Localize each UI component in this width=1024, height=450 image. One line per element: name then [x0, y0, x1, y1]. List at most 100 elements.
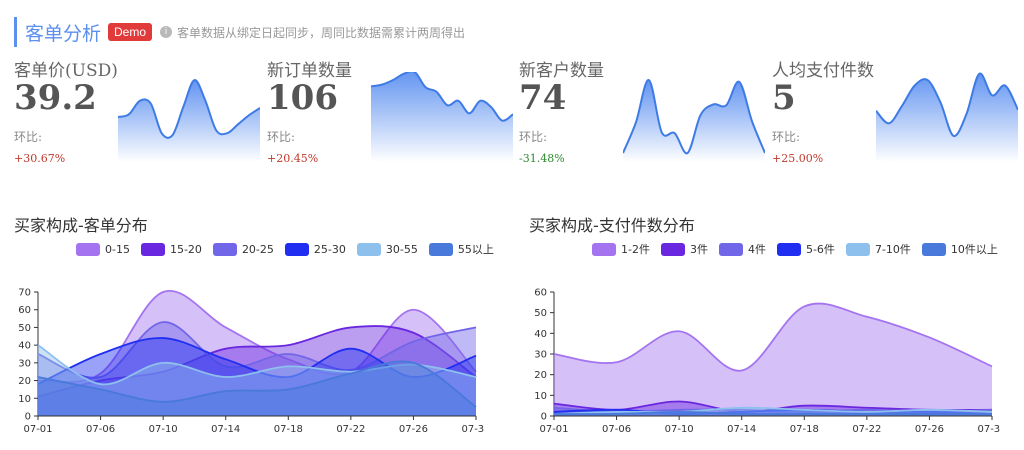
section-header: 客单分析 Demo i 客单数据从绑定日起同步，周同比数据需累计两周得出 [14, 17, 465, 47]
chart-title-items-distribution: 买家构成-支付件数分布 [529, 216, 695, 235]
legend-swatch [284, 242, 309, 256]
y-tick-label: 50 [534, 308, 547, 319]
y-tick-label: 40 [534, 329, 547, 340]
sparkline-avg-order [118, 79, 260, 162]
sparkline-line [876, 72, 1018, 137]
legend-item[interactable]: 5-6件 [776, 241, 835, 257]
y-tick-label: 60 [18, 305, 31, 316]
legend-item[interactable]: 4件 [718, 241, 766, 257]
legend-item[interactable]: 55以上 [428, 241, 494, 257]
x-tick-label: 07-22 [852, 424, 881, 435]
kpi-value: 5 [772, 78, 796, 118]
legend-label: 0-15 [105, 242, 130, 256]
chart-legend-items-distribution: 1-2件 3件 4件 5-6件 7-10件 10件以上 [592, 241, 1009, 257]
series-line [553, 406, 993, 415]
sparkline-new-orders [371, 72, 513, 162]
sparkline-items-per-buyer [876, 72, 1018, 162]
series-area [38, 361, 476, 416]
series-line [37, 289, 477, 384]
x-tick-label: 07-30 [977, 424, 1000, 435]
y-tick-label: 60 [534, 288, 547, 299]
y-tick-label: 20 [534, 370, 547, 381]
series-area [38, 290, 476, 416]
sparkline-new-customers [623, 79, 765, 162]
x-tick-label: 07-26 [915, 424, 944, 435]
legend-label: 20-25 [241, 242, 274, 256]
sparkline-line [371, 72, 513, 122]
demo-badge: Demo [108, 23, 153, 41]
legend-swatch [718, 242, 743, 256]
legend-item[interactable]: 3件 [660, 241, 708, 257]
x-tick-label: 07-01 [539, 424, 568, 435]
chart-legend-order-distribution: 0-15 15-20 20-25 25-30 30-55 55以上 [76, 241, 505, 257]
kpi-value: 39.2 [14, 78, 97, 118]
kpi-change: +30.67% [14, 152, 66, 165]
legend-label: 3件 [689, 243, 708, 256]
legend-label: 4件 [747, 243, 766, 256]
chart-title-order-distribution: 买家构成-客单分布 [14, 216, 148, 235]
legend-item[interactable]: 25-30 [284, 242, 346, 256]
legend-label: 30-55 [385, 242, 418, 256]
legend-label: 1-2件 [621, 243, 650, 256]
series-line [37, 325, 477, 398]
kpi-card-avg-order: 客单价(USD) 39.2 环比: +30.67% [14, 52, 264, 172]
legend-item[interactable]: 10件以上 [921, 241, 998, 257]
series-line [37, 321, 477, 379]
kpi-label: 新订单数量 [267, 61, 352, 81]
kpi-change: -31.48% [519, 152, 565, 165]
legend-swatch [776, 242, 801, 256]
x-tick-label: 07-26 [399, 424, 428, 435]
legend-swatch [212, 242, 237, 256]
legend-item[interactable]: 15-20 [140, 242, 202, 256]
legend-label: 10件以上 [950, 243, 998, 256]
y-tick-label: 40 [18, 341, 31, 352]
y-tick-label: 30 [534, 350, 547, 361]
legend-item[interactable]: 1-2件 [592, 241, 650, 257]
legend-item[interactable]: 0-15 [76, 242, 130, 256]
legend-label: 15-20 [169, 242, 202, 256]
x-tick-label: 07-01 [23, 424, 52, 435]
y-tick-label: 10 [534, 391, 547, 402]
legend-item[interactable]: 30-55 [356, 242, 418, 256]
kpi-compare-label: 环比: [772, 130, 801, 144]
kpi-card-items-per-buyer: 人均支付件数 5 环比: +25.00% [772, 52, 1022, 172]
series-line [37, 360, 477, 408]
legend-swatch [660, 242, 685, 256]
sparkline-area [371, 72, 513, 162]
y-tick-label: 70 [18, 288, 31, 299]
kpi-card-new-orders: 新订单数量 106 环比: +20.45% [267, 52, 517, 172]
sparkline-area [118, 80, 260, 162]
kpi-value: 106 [267, 78, 338, 118]
series-line [553, 302, 993, 372]
sparkline-line [118, 79, 260, 139]
legend-label: 7-10件 [874, 243, 911, 256]
series-area [38, 337, 476, 416]
kpi-change: +25.00% [772, 152, 824, 165]
x-tick-label: 07-06 [602, 424, 631, 435]
kpi-change: +20.45% [267, 152, 319, 165]
area-chart-items-distribution: 0 10 20 30 40 50 60 07-01 07-06 07-10 07-14 07-18 07… [534, 288, 1000, 436]
legend-swatch [140, 242, 165, 256]
legend-swatch [845, 242, 870, 256]
series-area [554, 303, 992, 416]
series-line [553, 408, 993, 415]
series-line [553, 410, 992, 415]
series-line [37, 337, 477, 385]
info-icon[interactable]: i [160, 26, 173, 38]
x-tick-label: 07-10 [149, 424, 178, 435]
legend-item[interactable]: 7-10件 [845, 241, 911, 257]
legend-swatch [356, 242, 381, 256]
legend-swatch [76, 242, 100, 256]
sparkline-area [876, 73, 1018, 162]
x-tick-label: 07-06 [86, 424, 115, 435]
series-line [37, 344, 477, 386]
kpi-compare-label: 环比: [14, 130, 43, 144]
x-tick-label: 07-14 [211, 424, 240, 435]
kpi-card-new-customers: 新客户数量 74 环比: -31.48% [519, 52, 769, 172]
x-tick-label: 07-22 [336, 424, 365, 435]
legend-swatch [921, 242, 946, 256]
series-area [38, 345, 476, 416]
kpi-label: 客单价(USD) [14, 61, 118, 81]
legend-label: 25-30 [313, 242, 346, 256]
legend-item[interactable]: 20-25 [212, 242, 274, 256]
